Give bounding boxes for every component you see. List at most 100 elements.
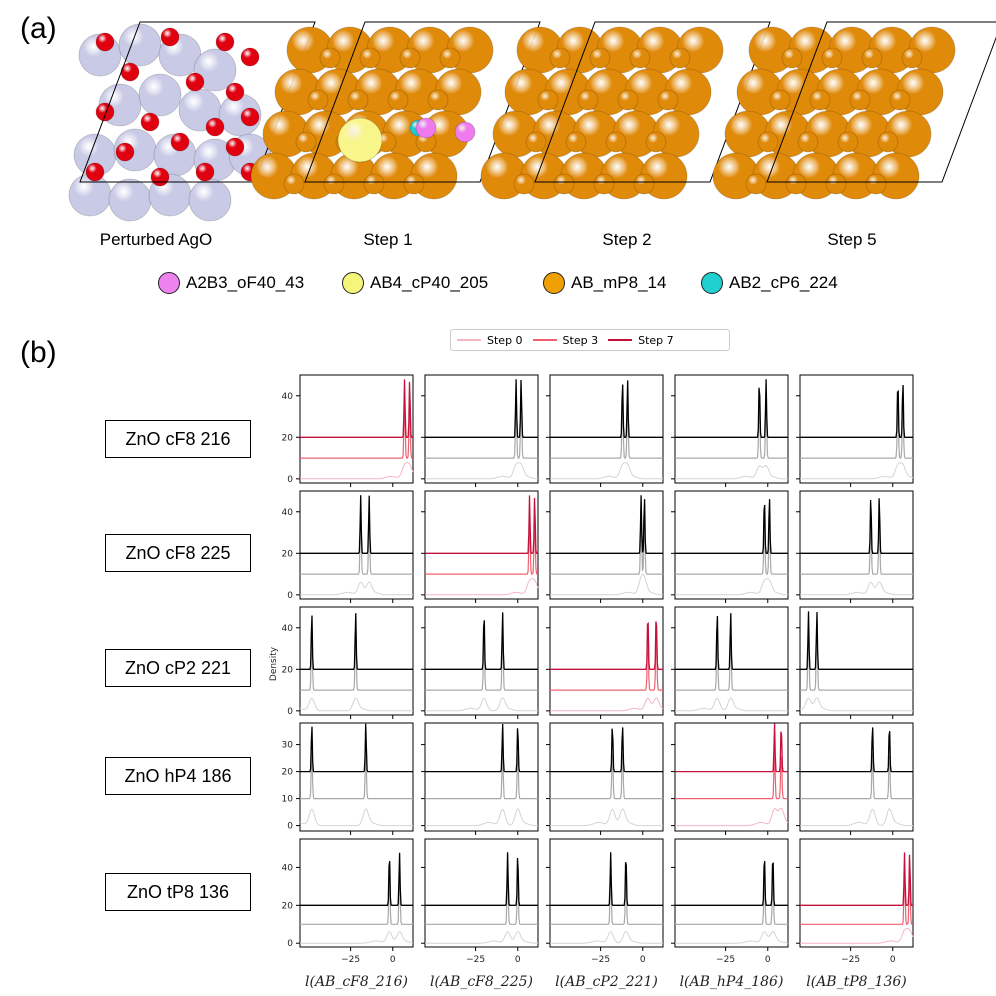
- step-legend-label: Step 0: [487, 333, 523, 347]
- step-7-curve: [800, 498, 913, 554]
- step-0-curve: [300, 930, 414, 944]
- orange-atom-small: [439, 47, 461, 69]
- orange-atom-small: [769, 89, 791, 111]
- step-0-curve: [550, 697, 664, 712]
- orange-atom-small: [837, 131, 859, 153]
- subplot-frame: [549, 374, 664, 484]
- ag-atom: [138, 73, 182, 117]
- orange-atom-small: [323, 173, 345, 195]
- step-0-line-icon: [457, 339, 481, 341]
- x-tick-label: −25: [591, 955, 610, 965]
- step-3-curve: [675, 633, 788, 691]
- subplot-frame: [299, 374, 414, 484]
- step-0-curve: [675, 807, 789, 827]
- orange-atom-small: [427, 89, 449, 111]
- x-tick-label: −25: [341, 955, 360, 965]
- step-legend-entry: Step 0: [457, 334, 523, 347]
- o-atom: [150, 167, 170, 187]
- step-3-curve: [550, 753, 663, 800]
- subplot-frame: [424, 490, 539, 600]
- step-3-curve: [550, 639, 663, 691]
- subplot-frame: [549, 838, 664, 948]
- y-tick-label: 20: [282, 901, 294, 911]
- step-0-curve: [425, 808, 538, 827]
- step-legend-label: Step 3: [562, 333, 599, 347]
- step-7-curve: [800, 727, 913, 773]
- ag-atom: [118, 23, 162, 67]
- y-tick-label: 20: [282, 433, 294, 443]
- step-7-curve: [300, 613, 413, 670]
- step-7-curve: [300, 379, 413, 438]
- orange-atom-small: [589, 47, 611, 69]
- step-7-curve: [800, 611, 913, 670]
- x-tick-label: 0: [640, 955, 646, 965]
- legend-swatch-yellow-icon: [342, 272, 364, 294]
- step-3-curve: [300, 400, 413, 459]
- step-legend-label: Step 7: [638, 333, 674, 347]
- legend-item-ab: AB_mP8_14: [543, 272, 666, 294]
- orange-atom-small: [605, 131, 627, 153]
- subplot-frame: [299, 722, 414, 832]
- orange-atom-small: [825, 173, 847, 195]
- yellow-atom: [337, 117, 383, 163]
- step-7-curve: [425, 723, 538, 773]
- step-0-curve: [550, 573, 663, 596]
- subplot-frame: [424, 374, 539, 484]
- orange-atom-small: [553, 173, 575, 195]
- step-7-curve: [675, 723, 788, 773]
- step-7-curve: [425, 495, 538, 554]
- orange-atom-small: [359, 47, 381, 69]
- orange-atom-small: [757, 131, 779, 153]
- subplot-frame: [674, 374, 789, 484]
- o-atom: [95, 102, 115, 122]
- step-0-curve: [550, 808, 663, 827]
- orange-atom-small: [387, 89, 409, 111]
- step-7-curve: [675, 379, 788, 438]
- pink-atom: [454, 121, 476, 143]
- step-7-curve: [300, 852, 413, 906]
- y-tick-label: 0: [287, 822, 293, 832]
- orange-atom-small: [617, 89, 639, 111]
- ag-atom: [188, 178, 232, 222]
- step-0-curve: [299, 808, 413, 827]
- step-3-curve: [300, 515, 413, 575]
- y-tick-label: 0: [287, 707, 293, 717]
- unit-cell-outline: [534, 21, 771, 183]
- step-0-curve: [675, 465, 788, 480]
- x-axis-label: l(AB_tP8_136): [806, 974, 906, 990]
- row-label-tp8-136: ZnO tP8 136: [105, 873, 251, 911]
- step-7-curve: [550, 621, 663, 670]
- orange-atom-small: [295, 131, 317, 153]
- step-0-curve: [800, 581, 913, 596]
- y-tick-label: 40: [282, 392, 294, 402]
- ag-atom: [68, 173, 112, 217]
- subplot-frame: [424, 838, 539, 948]
- orange-atom-small: [577, 89, 599, 111]
- step-legend-entry: Step 7: [608, 334, 674, 347]
- step-0-curve: [550, 930, 663, 944]
- x-axis-label: l(AB_cF8_216): [305, 974, 408, 990]
- step-3-curve: [550, 871, 663, 925]
- orange-atom-small: [363, 173, 385, 195]
- step-0-curve: [675, 578, 788, 596]
- orange-atom-small: [513, 173, 535, 195]
- step-0-curve: [300, 462, 414, 480]
- o-atom: [170, 132, 190, 152]
- orange-atom-small: [403, 173, 425, 195]
- step-3-curve: [425, 871, 538, 925]
- legend-label: A2B3_oF40_43: [186, 273, 305, 292]
- orange-atom-small: [877, 131, 899, 153]
- subplot-frame: [799, 374, 914, 484]
- step-legend: Step 0 Step 3 Step 7: [450, 329, 730, 351]
- legend-item-a2b3: A2B3_oF40_43: [158, 272, 304, 294]
- step-0-curve: [425, 578, 539, 596]
- row-label-hp4-186: ZnO hP4 186: [105, 757, 251, 795]
- row-label-cp2-221: ZnO cP2 221: [105, 649, 251, 687]
- caption-step-1: Step 1: [363, 230, 413, 249]
- step-0-curve: [425, 462, 538, 480]
- y-tick-label: 0: [287, 939, 293, 949]
- o-atom: [185, 72, 205, 92]
- x-tick-label: −25: [841, 955, 860, 965]
- step-7-curve: [550, 380, 663, 438]
